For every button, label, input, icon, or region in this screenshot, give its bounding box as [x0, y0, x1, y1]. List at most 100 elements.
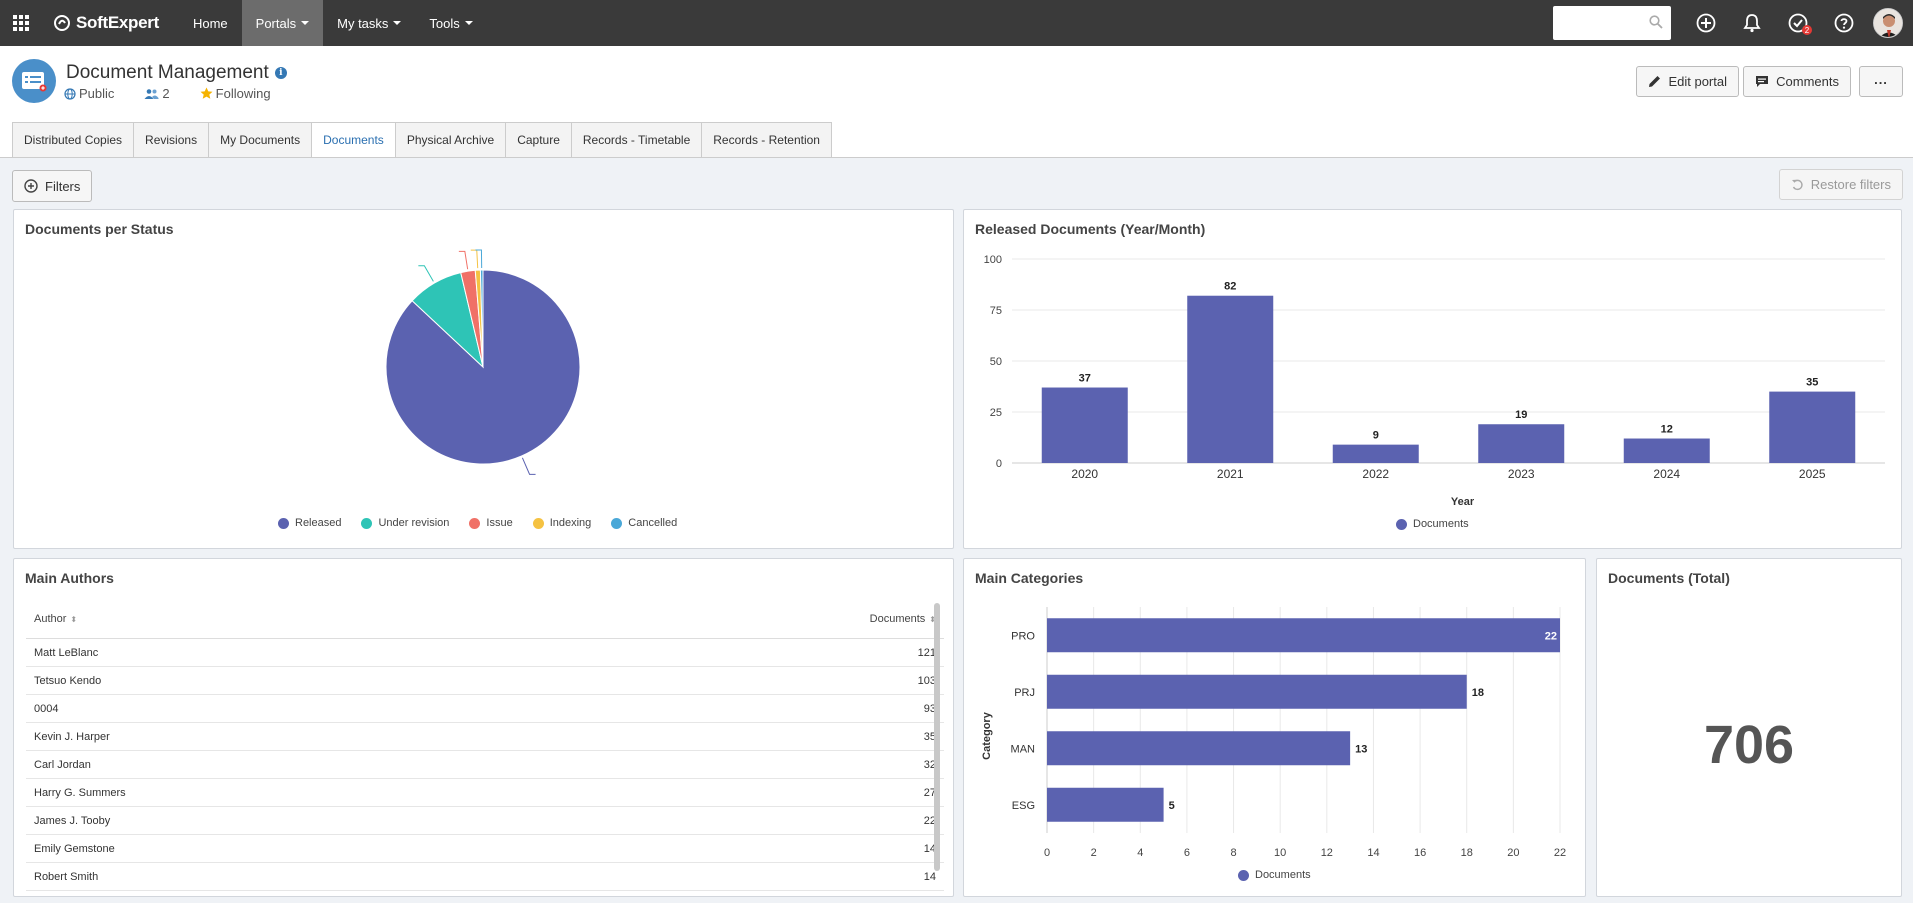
- tab-revisions[interactable]: Revisions: [133, 122, 209, 158]
- legend-swatch: [532, 517, 544, 529]
- bar-pro[interactable]: [1047, 618, 1560, 653]
- tasks-icon[interactable]: 2: [1775, 0, 1821, 46]
- author-name: Robert Smith: [34, 870, 99, 883]
- table-row[interactable]: Kevin J. Harper 35: [26, 723, 944, 751]
- pie-slice-cancelled[interactable]: [479, 269, 484, 368]
- bar-2024[interactable]: [1623, 438, 1710, 463]
- author-name: Tetsuo Kendo: [34, 674, 102, 687]
- legend-swatch: [611, 517, 623, 529]
- authors-scrollbar[interactable]: [934, 603, 940, 871]
- tab-my-documents[interactable]: My Documents: [208, 122, 312, 158]
- apps-grid-icon[interactable]: [0, 0, 42, 46]
- bar-esg[interactable]: [1047, 787, 1164, 822]
- more-options-button[interactable]: ...: [1859, 66, 1903, 97]
- legend-item[interactable]: Cancelled: [611, 517, 677, 529]
- table-row[interactable]: Robert Smith 14: [26, 863, 944, 891]
- y-tick-label: 75: [990, 305, 1002, 317]
- legend-item[interactable]: Under revision: [361, 517, 449, 529]
- search-box[interactable]: [1553, 6, 1671, 40]
- tab-records-timetable[interactable]: Records - Timetable: [570, 122, 702, 158]
- legend-label: Indexing: [549, 517, 592, 529]
- bar-value-label: 22: [1545, 630, 1557, 642]
- add-circle-icon[interactable]: [1683, 0, 1729, 46]
- comments-label: Comments: [1776, 74, 1839, 89]
- nav-item-label: Portals: [255, 15, 297, 31]
- legend-item[interactable]: Documents: [1396, 518, 1469, 530]
- bar-value-label: 19: [1515, 409, 1527, 421]
- x-tick-label: 2025: [1799, 467, 1826, 481]
- y-tick-label: ESG: [1012, 800, 1035, 812]
- following-toggle[interactable]: Following: [200, 86, 271, 101]
- users-icon: [144, 88, 159, 99]
- brand-logo[interactable]: SoftExpert: [54, 13, 159, 33]
- main-nav: Home Portals My tasks Tools: [179, 0, 487, 46]
- members-count[interactable]: 2: [144, 86, 170, 101]
- table-row[interactable]: Emily Gemstone 14: [26, 835, 944, 863]
- bar-2022[interactable]: [1332, 444, 1419, 463]
- nav-item-tools[interactable]: Tools: [415, 0, 486, 46]
- tasks-badge: 2: [1802, 25, 1812, 35]
- table-row[interactable]: Harry G. Summers 27: [26, 779, 944, 807]
- x-tick-label: 20: [1507, 847, 1519, 859]
- nav-item-portals[interactable]: Portals: [241, 0, 324, 46]
- author-doc-count: 121: [917, 646, 936, 659]
- table-row[interactable]: Matt LeBlanc 121: [26, 639, 944, 667]
- bar-man[interactable]: [1047, 731, 1351, 766]
- user-avatar[interactable]: [1873, 8, 1903, 38]
- star-icon: [200, 87, 213, 99]
- bar-2020[interactable]: [1041, 387, 1128, 463]
- table-row[interactable]: Tetsuo Kendo 103: [26, 667, 944, 695]
- legend-swatch: [469, 517, 481, 529]
- author-name: Matt LeBlanc: [34, 646, 99, 659]
- bar-value-label: 35: [1806, 377, 1818, 389]
- bar-2025[interactable]: [1769, 391, 1856, 463]
- legend-item[interactable]: Released: [278, 517, 341, 529]
- bar-value-label: 18: [1472, 687, 1484, 699]
- comments-button[interactable]: Comments: [1743, 66, 1851, 97]
- edit-portal-button[interactable]: Edit portal: [1636, 66, 1739, 97]
- bar-value-label: 82: [1224, 281, 1236, 293]
- table-row[interactable]: 0004 93: [26, 695, 944, 723]
- tab-records-retention[interactable]: Records - Retention: [701, 122, 832, 158]
- x-axis-label: Year: [1451, 496, 1475, 508]
- tab-documents[interactable]: Documents: [311, 122, 395, 158]
- y-tick-label: MAN: [1011, 743, 1036, 755]
- authors-panel-title: Main Authors: [25, 570, 114, 586]
- page-title: Document Management i: [66, 62, 287, 84]
- column-header-documents[interactable]: Documents ⬍: [870, 613, 936, 625]
- tab-capture[interactable]: Capture: [505, 122, 571, 158]
- tab-physical-archive[interactable]: Physical Archive: [394, 122, 506, 158]
- restore-filters-button[interactable]: Restore filters: [1778, 169, 1903, 200]
- bar-2021[interactable]: [1187, 295, 1274, 463]
- x-tick-label: 6: [1184, 847, 1190, 859]
- table-row[interactable]: Carl Jordan 32: [26, 751, 944, 779]
- following-label: Following: [215, 86, 271, 101]
- pie-leader-line: [418, 265, 434, 282]
- info-icon[interactable]: i: [274, 67, 287, 79]
- legend-item[interactable]: Indexing: [532, 517, 592, 529]
- portal-header: Document Management i Public 2 Following…: [0, 46, 1913, 158]
- status-panel: Documents per Status Released Under revis…: [13, 209, 954, 549]
- restore-filters-label: Restore filters: [1810, 177, 1891, 192]
- bar-2023[interactable]: [1478, 424, 1565, 463]
- portal-document-icon: [12, 59, 56, 103]
- filters-button[interactable]: Filters: [12, 170, 93, 202]
- legend-item[interactable]: Documents: [1238, 869, 1311, 881]
- tab-distributed-copies[interactable]: Distributed Copies: [12, 122, 134, 158]
- author-name: James J. Tooby: [34, 814, 111, 827]
- help-icon[interactable]: [1821, 0, 1867, 46]
- nav-item-my-tasks[interactable]: My tasks: [323, 0, 415, 46]
- bar-value-label: 13: [1355, 743, 1367, 755]
- table-row[interactable]: James J. Tooby 22: [26, 807, 944, 835]
- pie-slice-released[interactable]: [385, 269, 581, 465]
- column-header-author[interactable]: Author ⬍: [34, 613, 77, 625]
- legend-item[interactable]: Issue: [469, 517, 513, 529]
- x-tick-label: 16: [1414, 847, 1426, 859]
- nav-item-home[interactable]: Home: [179, 0, 242, 46]
- search-icon[interactable]: [1649, 15, 1663, 32]
- notifications-bell-icon[interactable]: [1729, 0, 1775, 46]
- search-input[interactable]: [1553, 6, 1643, 40]
- plus-circle-icon: [24, 179, 38, 193]
- legend-label: Documents: [1413, 518, 1469, 530]
- bar-prj[interactable]: [1047, 674, 1467, 709]
